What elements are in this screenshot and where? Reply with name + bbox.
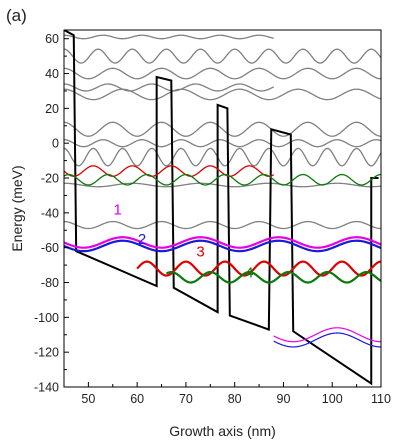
y-tick-label: -60 <box>41 241 59 255</box>
y-tick-label: -100 <box>34 311 59 325</box>
y-tick-label: 40 <box>45 67 59 81</box>
series-label-2: 2 <box>138 231 146 248</box>
y-axis-label: Energy (meV) <box>9 165 25 251</box>
lower-bound-state-1 <box>273 327 381 343</box>
x-tick-label: 70 <box>179 392 193 406</box>
lower-bound-state-2 <box>273 332 381 348</box>
band-profile-line <box>64 30 379 386</box>
continuum-state-6 <box>64 121 381 137</box>
continuum-state-2 <box>64 48 381 64</box>
series-3-line <box>136 260 381 277</box>
continuum-state-9 <box>64 182 381 188</box>
series-label-4: 4 <box>245 264 253 281</box>
y-tick-label: -140 <box>34 381 59 395</box>
continuum-state-10 <box>64 220 381 230</box>
continuum-state-7 <box>64 139 381 148</box>
y-tick-label: -40 <box>41 206 59 220</box>
continuum-states <box>64 34 381 230</box>
continuum-state-3 <box>64 83 275 92</box>
series-label-1: 1 <box>113 202 121 219</box>
x-tick-label: 60 <box>130 392 144 406</box>
series-1-line <box>64 236 381 249</box>
panel-label: (a) <box>6 6 27 25</box>
y-tick-label: 20 <box>45 102 59 116</box>
y-tick-label: -120 <box>34 346 59 360</box>
series-4-line <box>165 270 381 284</box>
series-label-3: 3 <box>196 243 204 260</box>
y-tick-label: -80 <box>41 276 59 290</box>
upper-bound-state-1 <box>64 165 275 177</box>
x-tick-label: 110 <box>371 392 391 406</box>
x-tick-label: 80 <box>228 392 242 406</box>
continuum-state-5 <box>64 88 381 101</box>
x-tick-label: 50 <box>81 392 95 406</box>
continuum-state-8 <box>64 147 381 167</box>
x-axis-label: Growth axis (nm) <box>169 423 276 439</box>
x-tick-label: 90 <box>277 392 291 406</box>
upper-bound-state-2 <box>64 173 381 186</box>
axis-ticks: 50 60 70 80 90 100 110 -140 -120 -100 -80 -60 -40 -20… <box>34 32 391 406</box>
x-tick-label: 100 <box>322 392 343 406</box>
band-profile <box>64 30 379 386</box>
wavefunction-series <box>64 165 381 348</box>
series-2-line <box>64 239 381 253</box>
continuum-state-1 <box>64 34 274 40</box>
series-labels: 12 3 4 <box>113 202 253 282</box>
plot-frame <box>63 29 382 388</box>
y-tick-label: -20 <box>41 172 59 186</box>
y-tick-label: 60 <box>45 32 59 46</box>
continuum-state-4 <box>64 67 381 80</box>
y-tick-label: 0 <box>52 137 59 151</box>
